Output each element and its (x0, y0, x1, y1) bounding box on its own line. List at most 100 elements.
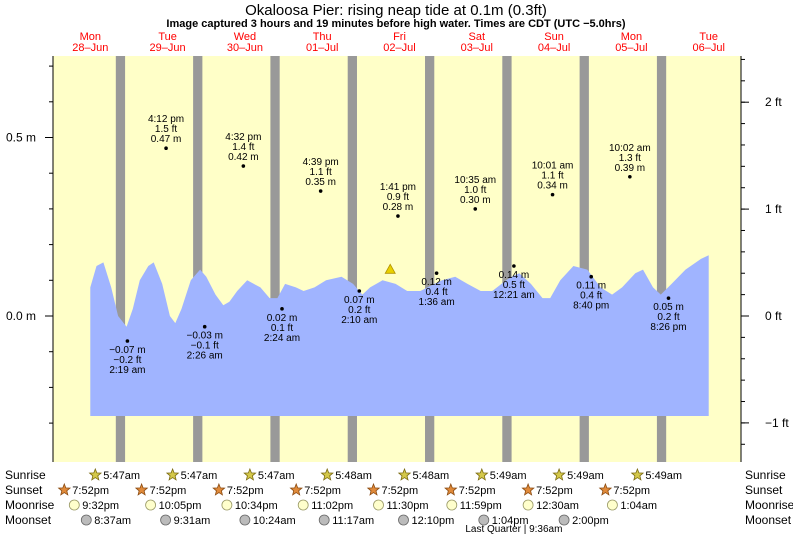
high-label: 0.9 ft (387, 192, 409, 203)
right-tick-label: −1 ft (765, 416, 789, 430)
day-date-label: 30–Jun (227, 42, 263, 54)
sunset-icon (521, 482, 535, 496)
night-band (270, 56, 280, 462)
day-date-label: 05–Jul (615, 42, 647, 54)
left-tick-label: 0.0 m (6, 309, 36, 323)
moonset-icon (160, 514, 172, 526)
high-point (164, 146, 168, 151)
low-label: 0.02 m (267, 313, 298, 324)
low-label: 2:24 am (264, 333, 300, 344)
right-tick-label: 1 ft (765, 202, 782, 216)
moonrise-icon (221, 499, 233, 511)
sunset-time: 7:52pm (227, 485, 264, 497)
low-label: 8:40 pm (573, 301, 609, 312)
high-label: 1.3 ft (619, 153, 641, 164)
moonrise-icon (68, 499, 80, 511)
moonset-time: 9:31am (174, 515, 211, 527)
sunrise-time: 5:48am (413, 470, 450, 482)
low-point (666, 296, 671, 300)
row-label-left: Moonrise (5, 498, 55, 512)
low-label: 0.14 m (499, 270, 530, 281)
day-date-label: 06–Jul (692, 42, 724, 54)
day-name-label: Mon (621, 31, 642, 43)
high-label: 0.28 m (383, 202, 414, 213)
sunrise-icon (320, 467, 334, 481)
night-bands (115, 56, 667, 462)
moonrise-time: 1:04am (620, 500, 657, 512)
high-label: 4:12 pm (148, 114, 184, 125)
moonrise-icon (446, 499, 458, 511)
day-name-label: Tue (699, 31, 718, 43)
high-label: 0.47 m (151, 134, 182, 145)
moonrise-time: 10:05pm (159, 500, 202, 512)
moonrise-icon (607, 499, 618, 511)
moonset-time: 1:04pm (492, 515, 529, 527)
moonrise-time: 11:30pm (387, 500, 429, 512)
sunset-icon (366, 482, 381, 496)
moonset-time: 11:17am (332, 515, 374, 527)
low-label: 1:36 am (419, 297, 455, 308)
moonset-icon (398, 514, 409, 526)
low-point (125, 339, 130, 343)
night-band (502, 56, 512, 462)
now-marker-triangle (384, 263, 396, 274)
moonrise-time: 12:30am (536, 500, 579, 512)
sunrise-time: 5:47am (258, 470, 295, 482)
day-date-label: 04–Jul (538, 42, 570, 54)
sunrise-time: 5:49am (490, 470, 527, 482)
sunrise-icon (397, 467, 412, 481)
sunset-icon (57, 482, 72, 496)
night-band (347, 56, 357, 462)
day-date-label: 28–Jun (72, 42, 108, 54)
moonrise-time: 11:59pm (460, 500, 502, 512)
sunset-icon (444, 482, 458, 496)
high-label: 0.30 m (460, 195, 491, 206)
sunrise-icon (243, 467, 257, 481)
high-point (628, 174, 632, 179)
day-name-label: Sun (544, 31, 564, 43)
sunset-icon (212, 482, 226, 496)
low-label: 0.4 ft (425, 287, 447, 298)
sunrise-time: 5:48am (335, 470, 372, 482)
right-tick-label: 0 ft (765, 309, 782, 323)
low-point (280, 307, 284, 311)
moonset-icon (80, 514, 92, 526)
low-label: −0.1 ft (191, 341, 219, 352)
low-point (357, 289, 362, 293)
low-label: 12:21 am (493, 290, 535, 301)
high-point (396, 214, 400, 218)
day-name-label: Fri (393, 31, 406, 43)
low-label: 2:19 am (109, 365, 145, 376)
tide-area (90, 255, 709, 416)
sunset-time: 7:52pm (536, 485, 573, 497)
moonrise-time: 9:32pm (82, 500, 119, 512)
moonrise-time: 10:34pm (235, 500, 278, 512)
moonset-time: 8:37am (94, 515, 131, 527)
night-band (115, 56, 126, 462)
low-point (512, 264, 516, 268)
sunset-time: 7:52pm (613, 485, 650, 497)
row-label-right: Moonset (745, 513, 792, 527)
high-label: 10:35 am (454, 175, 496, 186)
day-name-label: Wed (234, 31, 256, 43)
moonset-time: 12:10pm (412, 515, 455, 527)
low-label: 0.1 ft (271, 323, 293, 334)
sunrise-time: 5:47am (103, 470, 140, 482)
day-date-label: 01–Jul (306, 42, 338, 54)
low-label: 8:26 pm (650, 322, 686, 333)
day-name-label: Mon (80, 31, 101, 43)
high-point (550, 192, 555, 197)
tide-extremes: 4:12 pm1.5 ft0.47 m 4:32 pm1.4 ft0.42 m 4:… (109, 114, 686, 376)
low-point (589, 274, 594, 279)
high-label: 1.4 ft (232, 142, 254, 153)
row-label-right: Sunset (745, 483, 783, 497)
row-label-right: Moonrise (745, 498, 793, 512)
sunrise-time: 5:49am (645, 470, 682, 482)
sunset-icon (134, 482, 149, 496)
left-tick-label: 0.5 m (6, 131, 36, 145)
night-band (425, 56, 435, 462)
low-label: −0.03 m (186, 331, 222, 342)
sunrise-icon (552, 467, 566, 481)
